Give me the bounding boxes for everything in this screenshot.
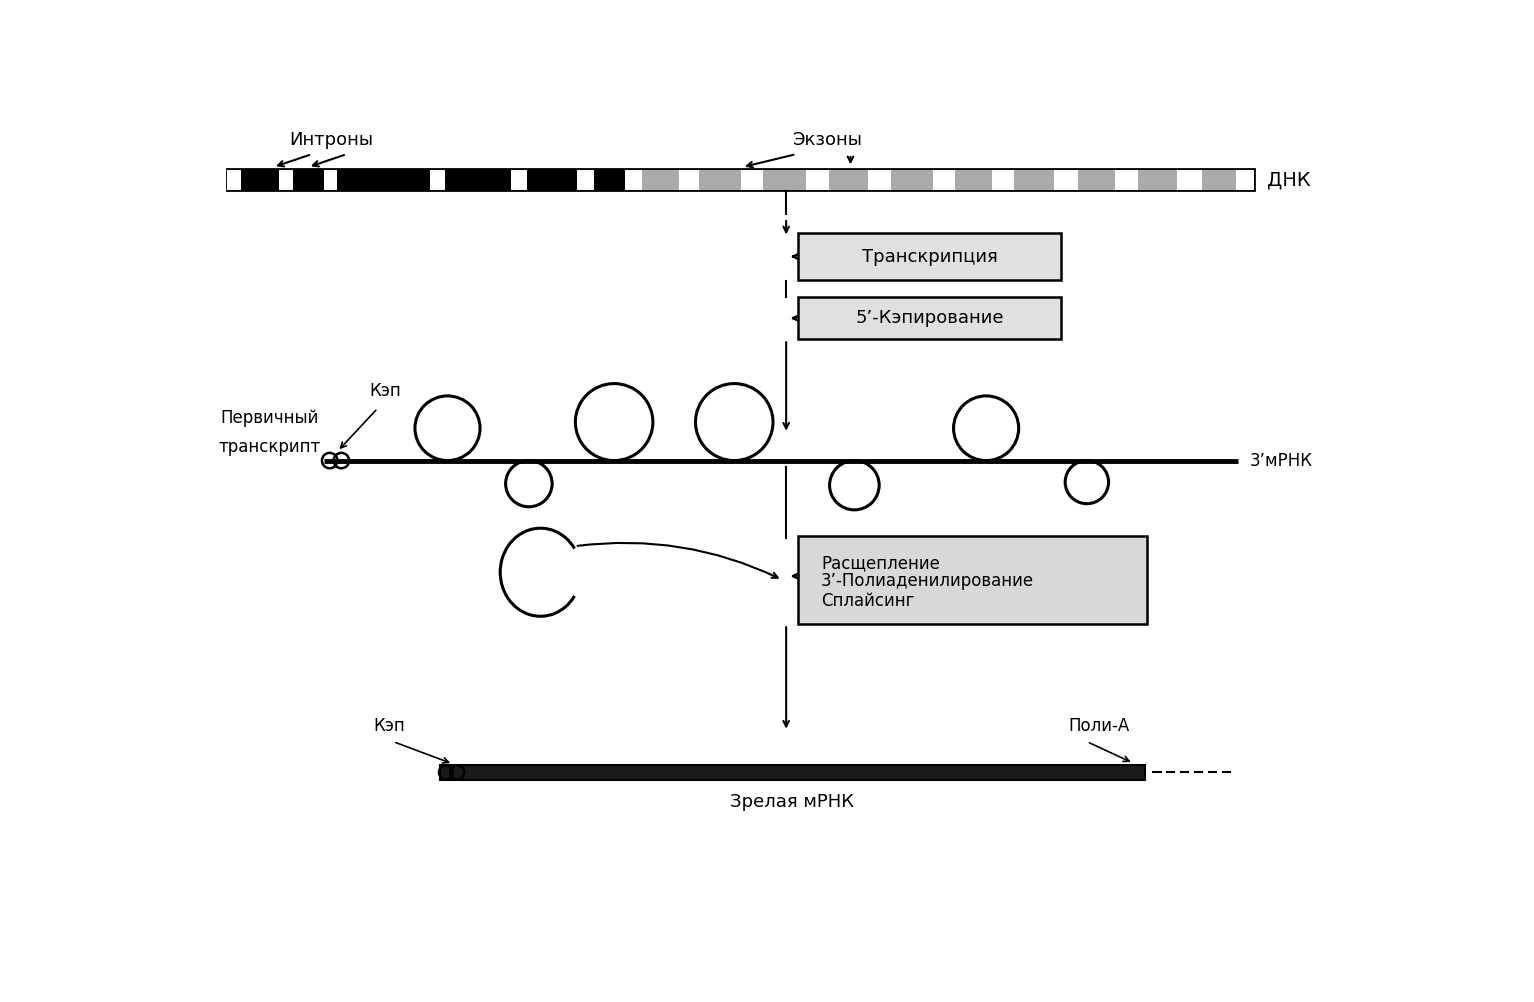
Bar — [511, 169, 526, 189]
Bar — [828, 169, 868, 189]
Bar — [624, 169, 643, 189]
Bar — [741, 169, 762, 189]
Bar — [805, 169, 828, 189]
Bar — [324, 169, 336, 189]
Bar — [1236, 169, 1253, 189]
Bar — [992, 169, 1014, 189]
Bar — [680, 169, 698, 189]
Bar — [526, 169, 577, 189]
Text: 3ʼмРНК: 3ʼмРНК — [1250, 452, 1313, 470]
Bar — [1115, 169, 1138, 189]
Bar — [227, 168, 1253, 190]
Bar — [698, 169, 741, 189]
Bar — [933, 169, 956, 189]
Text: Поли-А: Поли-А — [1068, 717, 1129, 735]
Text: Расщепление: Расщепление — [821, 554, 940, 572]
Bar — [1077, 169, 1115, 189]
Bar — [798, 232, 1062, 281]
Bar — [1014, 169, 1054, 189]
Text: Кэп: Кэп — [373, 717, 405, 735]
Bar — [336, 169, 430, 189]
Bar — [798, 297, 1062, 340]
Bar — [643, 169, 680, 189]
Bar — [1177, 169, 1201, 189]
Bar — [798, 536, 1146, 624]
Bar — [1201, 169, 1236, 189]
Bar — [241, 169, 279, 189]
Text: Интроны: Интроны — [290, 131, 373, 149]
Text: Сплайсинг: Сплайсинг — [821, 592, 914, 610]
Bar — [891, 169, 933, 189]
Text: ДНК: ДНК — [1267, 170, 1312, 189]
Bar — [868, 169, 891, 189]
Text: Первичный: Первичный — [219, 409, 319, 427]
Bar — [445, 169, 511, 189]
Text: 5’-Кэпирование: 5’-Кэпирование — [856, 310, 1003, 327]
Text: Зрелая мРНК: Зрелая мРНК — [730, 793, 854, 811]
Text: 3’-Полиаденилирование: 3’-Полиаденилирование — [821, 572, 1034, 590]
Bar — [227, 169, 241, 189]
Bar — [956, 169, 992, 189]
Bar — [762, 169, 805, 189]
Bar — [577, 169, 594, 189]
Text: транскрипт: транскрипт — [218, 438, 321, 456]
Bar — [1138, 169, 1177, 189]
Bar — [440, 765, 1144, 781]
Bar — [293, 169, 324, 189]
Text: Экзоны: Экзоны — [792, 131, 862, 149]
Bar — [1054, 169, 1077, 189]
Text: Кэп: Кэп — [370, 383, 402, 400]
Bar — [279, 169, 293, 189]
Bar — [594, 169, 624, 189]
Bar — [430, 169, 445, 189]
Text: Транскрипция: Транскрипция — [862, 247, 997, 266]
